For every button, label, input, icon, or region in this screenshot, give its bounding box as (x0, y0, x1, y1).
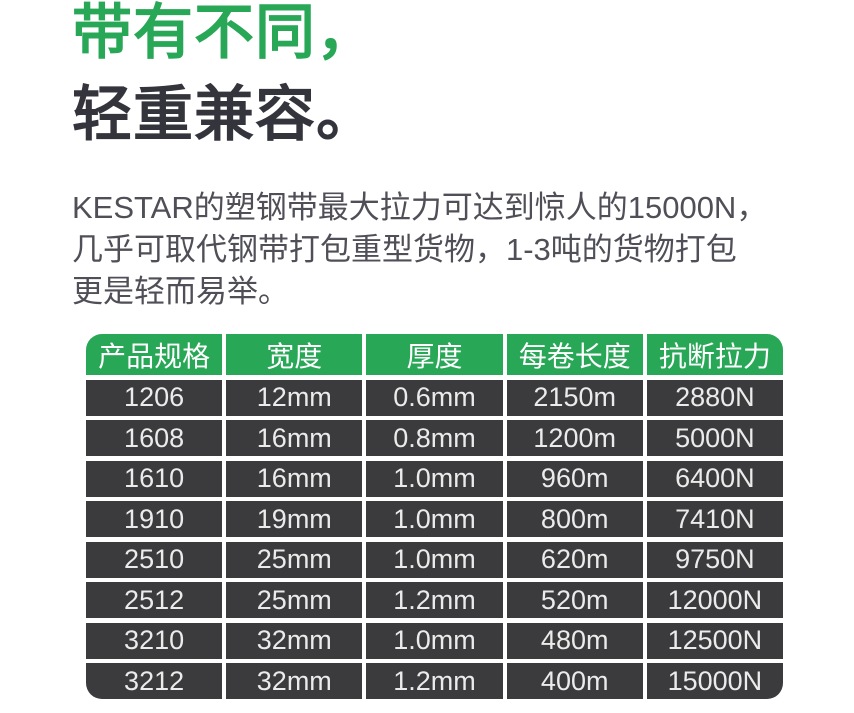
spec-table-cell: 5000N (646, 420, 783, 456)
spec-table-cell: 1.0mm (366, 541, 503, 578)
spec-table-header-cell: 产品规格 (86, 334, 223, 375)
spec-table-cell: 1200m (506, 420, 643, 456)
spec-table-cell: 2150m (506, 379, 643, 416)
product-description: KESTAR的塑钢带最大拉力可达到惊人的15000N， 几乎可取代钢带打包重型货… (72, 187, 767, 313)
spec-table-cell: 16mm (226, 420, 363, 456)
spec-table-cell: 15000N (646, 663, 783, 699)
spec-table-cell: 12000N (646, 582, 783, 618)
spec-table-header-cell: 厚度 (366, 334, 503, 375)
spec-table-cell: 480m (506, 622, 643, 659)
spec-table-cell: 1.0mm (366, 622, 503, 659)
spec-table-cell: 1.0mm (366, 460, 503, 497)
spec-table-cell: 400m (506, 663, 643, 699)
spec-table-cell: 7410N (646, 501, 783, 537)
spec-table-cell: 2880N (646, 379, 783, 416)
spec-table-header-cell: 每卷长度 (506, 334, 643, 375)
spec-table-cell: 3210 (86, 622, 223, 659)
headline-main-line: 轻重兼容。 (72, 81, 377, 148)
spec-table-cell: 32mm (226, 622, 363, 659)
spec-table-cell: 9750N (646, 541, 783, 578)
description-line: 更是轻而易举。 (72, 274, 289, 309)
description-line: KESTAR的塑钢带最大拉力可达到惊人的15000N， (72, 190, 768, 225)
spec-table-cell: 520m (506, 582, 643, 618)
spec-table-cell: 0.8mm (366, 420, 503, 456)
spec-table-header-cell: 抗断拉力 (646, 334, 783, 375)
spec-table-cell: 2510 (86, 541, 223, 578)
spec-table-cell: 12mm (226, 379, 363, 416)
spec-table-cell: 32mm (226, 663, 363, 699)
spec-table-cell: 0.6mm (366, 379, 503, 416)
spec-table-cell: 1.2mm (366, 582, 503, 618)
spec-table-cell: 25mm (226, 541, 363, 578)
spec-table-cell: 1608 (86, 420, 223, 456)
spec-table-cell: 12500N (646, 622, 783, 659)
spec-table-cell: 1206 (86, 379, 223, 416)
headline: 带有不同， 轻重兼容。 (72, 0, 377, 156)
spec-table-cell: 1610 (86, 460, 223, 497)
spec-table-cell: 620m (506, 541, 643, 578)
spec-table-cell: 2512 (86, 582, 223, 618)
spec-table: 产品规格 宽度 厚度 每卷长度 抗断拉力 1206 12mm 0.6mm 215… (86, 334, 783, 699)
spec-table-cell: 16mm (226, 460, 363, 497)
spec-table-cell: 25mm (226, 582, 363, 618)
description-line: 几乎可取代钢带打包重型货物，1-3吨的货物打包 (72, 232, 737, 267)
spec-table-header-cell: 宽度 (226, 334, 363, 375)
headline-accent-line: 带有不同， (72, 0, 377, 66)
spec-table-cell: 6400N (646, 460, 783, 497)
spec-table-cell: 1.0mm (366, 501, 503, 537)
spec-table-cell: 19mm (226, 501, 363, 537)
spec-table-cell: 800m (506, 501, 643, 537)
spec-table-cell: 3212 (86, 663, 223, 699)
spec-table-cell: 960m (506, 460, 643, 497)
spec-table-cell: 1910 (86, 501, 223, 537)
spec-table-cell: 1.2mm (366, 663, 503, 699)
